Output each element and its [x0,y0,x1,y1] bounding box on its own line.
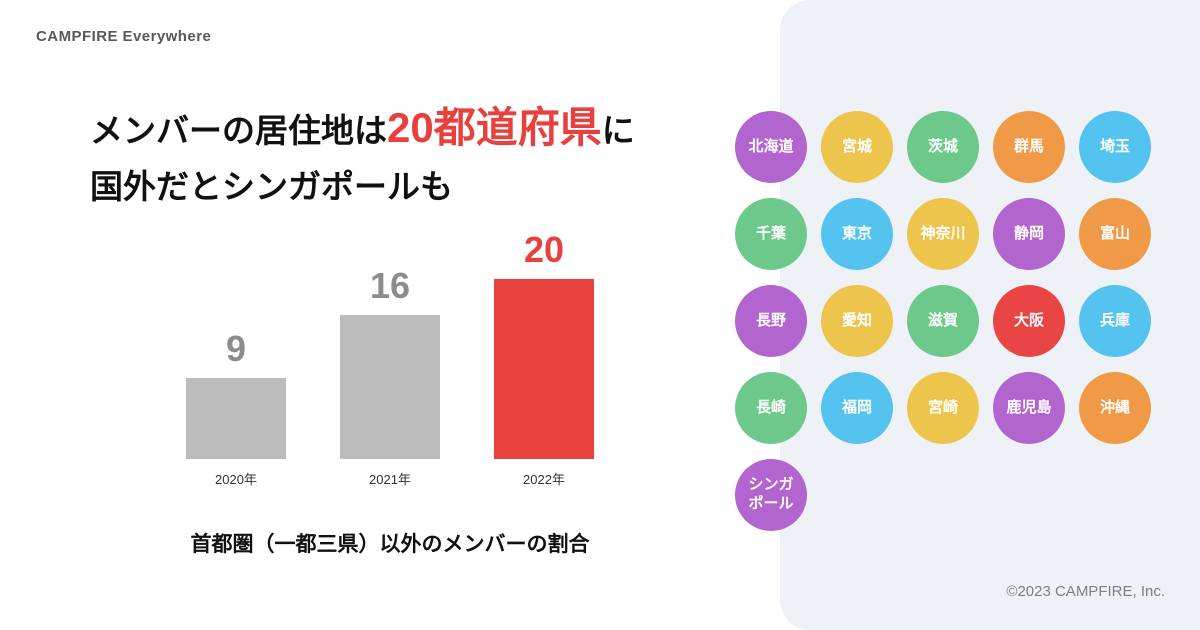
prefecture-circle: 長崎 [735,372,807,444]
prefecture-circle: 静岡 [993,198,1065,270]
prefecture-circle: 埼玉 [1079,111,1151,183]
prefecture-grid: 北海道 宮城 茨城 群馬 埼玉千葉 東京 神奈川 静岡 富山長野 愛知 滋賀 大阪 兵庫長崎 福岡 宮崎 鹿児… [735,111,1151,531]
headline-pre: メンバーの居住地は [90,112,387,149]
prefecture-circle: 神奈川 [907,198,979,270]
prefecture-circle: 宮崎 [907,372,979,444]
prefecture-circle: 富山 [1079,198,1151,270]
prefecture-label: 群馬 [1013,137,1044,155]
prefecture-circle: 福岡 [821,372,893,444]
bar [494,279,594,459]
prefecture-circle: 宮城 [821,111,893,183]
prefecture-circle: 沖縄 [1079,372,1151,444]
prefecture-circle: 千葉 [735,198,807,270]
bar-category-label: 2020年 [215,472,257,487]
prefecture-label: 富山 [1099,224,1130,242]
bar [340,315,440,459]
prefecture-label: 千葉 [755,224,786,242]
prefecture-circle: 茨城 [907,111,979,183]
bar-column: 9 2020年 [186,328,286,488]
prefecture-label: 東京 [841,224,872,242]
prefecture-label: 愛知 [841,311,872,329]
prefecture-label: 滋賀 [927,311,958,329]
prefecture-label: 宮城 [841,137,872,155]
prefecture-label: 沖縄 [1099,398,1130,416]
prefecture-label: 埼玉 [1099,137,1130,155]
bar-category-label: 2021年 [369,472,411,487]
headline-line2: 国外だとシンガポールも [90,168,453,205]
prefecture-circle: 兵庫 [1079,285,1151,357]
prefecture-circle: 鹿児島 [993,372,1065,444]
bar [186,378,286,459]
bar-value-label: 16 [369,265,411,306]
prefecture-label: 長野 [755,311,786,329]
headline-post: に [601,112,635,149]
prefecture-label: 長崎 [755,398,786,416]
bar-value-label: 20 [523,229,565,270]
prefecture-circle: 群馬 [993,111,1065,183]
brand-logo: CAMPFIRE Everywhere [36,28,212,45]
prefecture-circle: 北海道 [735,111,807,183]
bar-chart: 9 2020年 16 2021年 20 2022年 [186,229,594,488]
prefecture-label: 北海道 [748,137,794,155]
bar-category-label: 2022年 [523,472,565,487]
prefecture-label: 大阪 [1013,311,1044,329]
prefecture-label: シンガ ポール [748,476,794,512]
copyright-text: ©2023 CAMPFIRE, Inc. [1006,583,1165,600]
prefecture-label: 兵庫 [1099,311,1130,329]
prefecture-circle: シンガ ポール [735,459,807,531]
headline: メンバーの居住地は20都道府県に 国外だとシンガポールも [90,100,635,215]
prefecture-circle: 長野 [735,285,807,357]
prefecture-circle: 愛知 [821,285,893,357]
chart-caption: 首都圏（一都三県）以外のメンバーの割合 [190,533,590,556]
bar-value-label: 9 [225,328,247,369]
bar-column: 16 2021年 [340,265,440,488]
prefecture-circle: 東京 [821,198,893,270]
prefecture-label: 福岡 [841,398,872,416]
headline-line1: メンバーの居住地は20都道府県に [90,100,635,159]
prefecture-label: 神奈川 [920,224,966,242]
prefecture-label: 鹿児島 [1006,398,1052,416]
headline-highlight: 20都道府県 [387,104,602,151]
prefecture-label: 静岡 [1013,224,1044,242]
bar-column: 20 2022年 [494,229,594,488]
prefecture-circle: 滋賀 [907,285,979,357]
prefecture-label: 宮崎 [927,398,958,416]
prefecture-circle: 大阪 [993,285,1065,357]
prefecture-label: 茨城 [927,137,958,155]
